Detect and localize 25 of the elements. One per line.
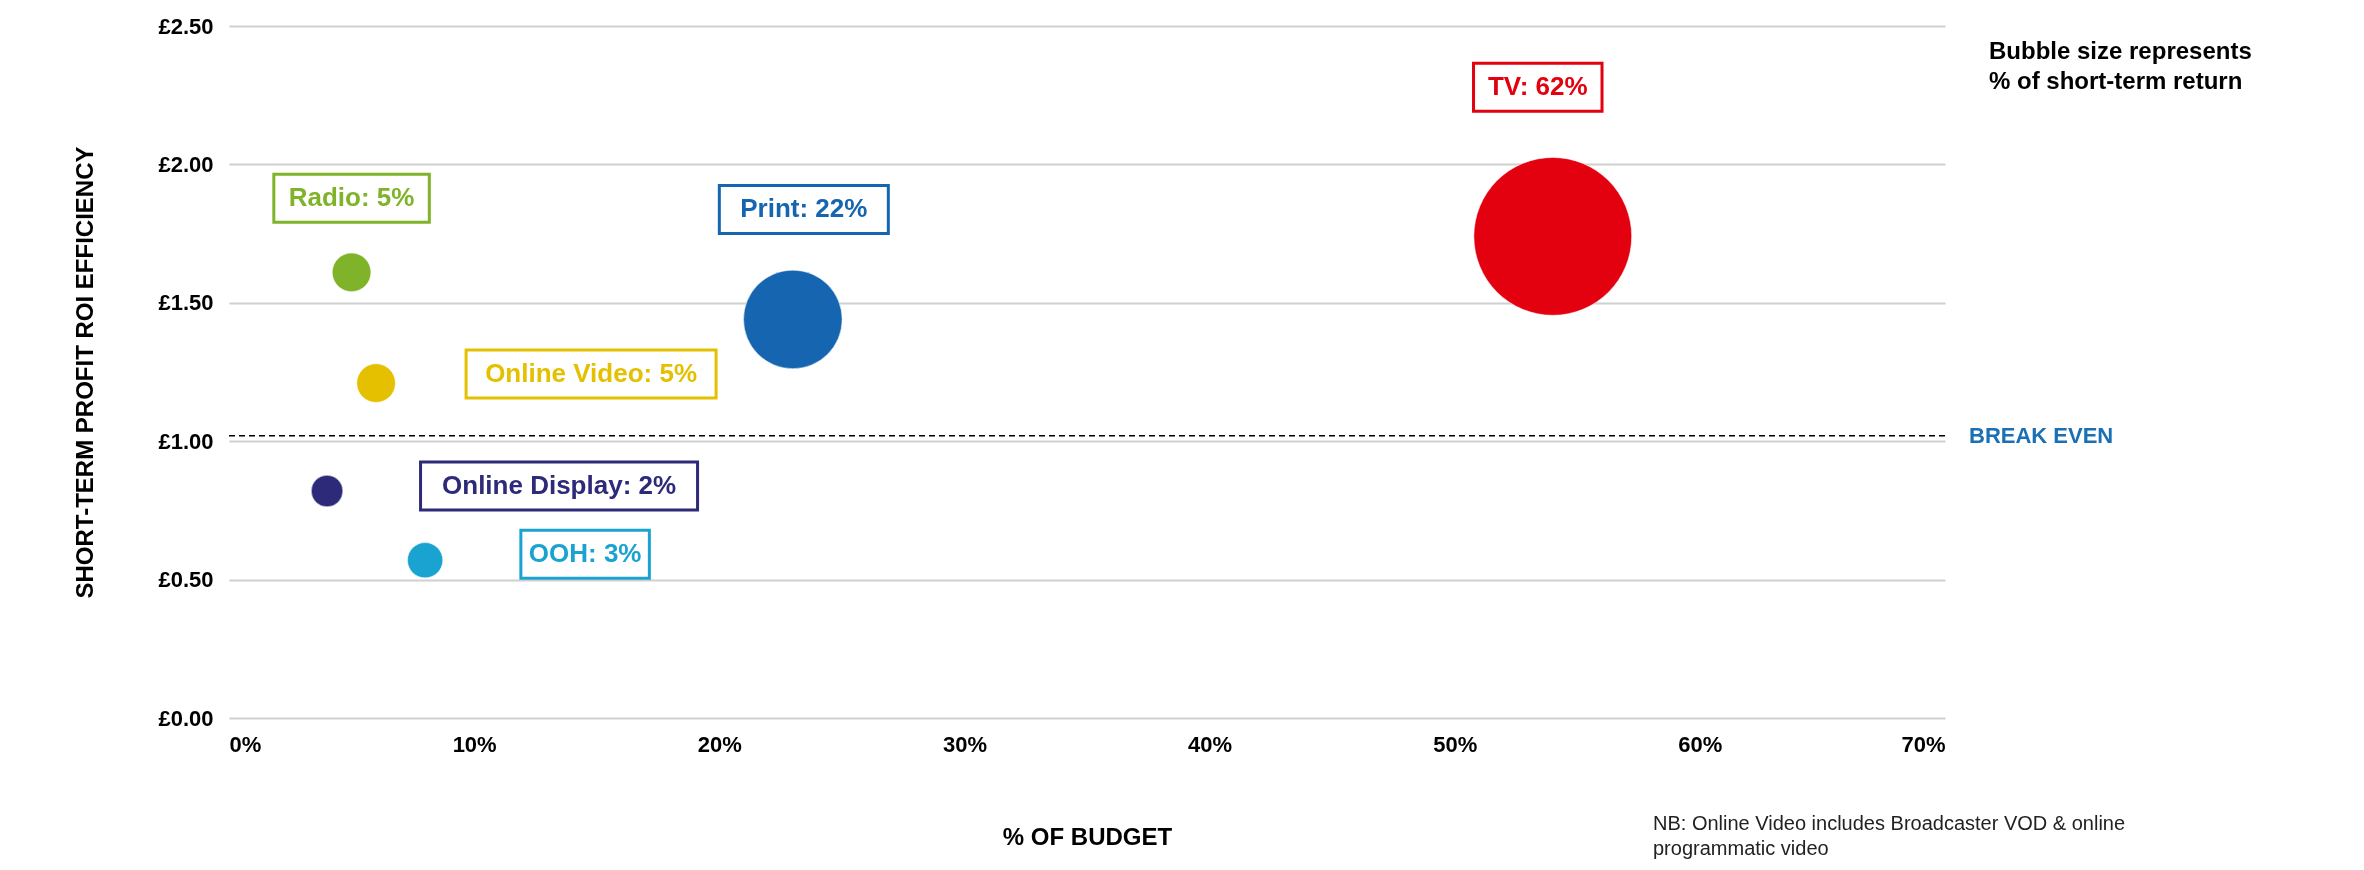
text: Online Display: 2%	[442, 470, 677, 501]
x-axis-title: % OF BUDGET	[1002, 822, 1173, 850]
x-tick-label: 0%	[229, 731, 262, 757]
text: Print: 22%	[740, 193, 868, 224]
y-tick-label: £1.50	[158, 290, 214, 316]
ref-line-label: BREAK EVEN	[1969, 422, 2114, 448]
x-tick-label: 40%	[1188, 731, 1233, 757]
y-tick-label: £2.00	[158, 151, 214, 177]
text: OOH: 3%	[528, 538, 642, 569]
y-tick-label: £0.50	[158, 567, 214, 593]
x-tick-label: 50%	[1433, 731, 1478, 757]
x-tick-label: 60%	[1678, 731, 1723, 757]
text: Radio: 5%	[288, 182, 415, 213]
text: Bubble size represents % of short-term return	[1989, 37, 2252, 94]
text: Online Video: 5%	[485, 358, 698, 389]
text: TV: 62%	[1487, 71, 1588, 102]
x-tick-label: 70%	[1901, 731, 1946, 757]
y-tick-label: £2.50	[158, 13, 214, 39]
text: NB: Online Video includes Broadcaster VOD & online programmatic video	[1653, 812, 2126, 859]
x-tick-label: 20%	[697, 731, 742, 757]
y-tick-label: £0.00	[158, 705, 214, 731]
x-tick-label: 10%	[452, 731, 497, 757]
x-tick-label: 30%	[942, 731, 987, 757]
y-tick-label: £1.00	[158, 428, 214, 454]
y-axis-title: SHORT-TERM PROFIT ROI EFFICIENCY	[71, 146, 99, 599]
